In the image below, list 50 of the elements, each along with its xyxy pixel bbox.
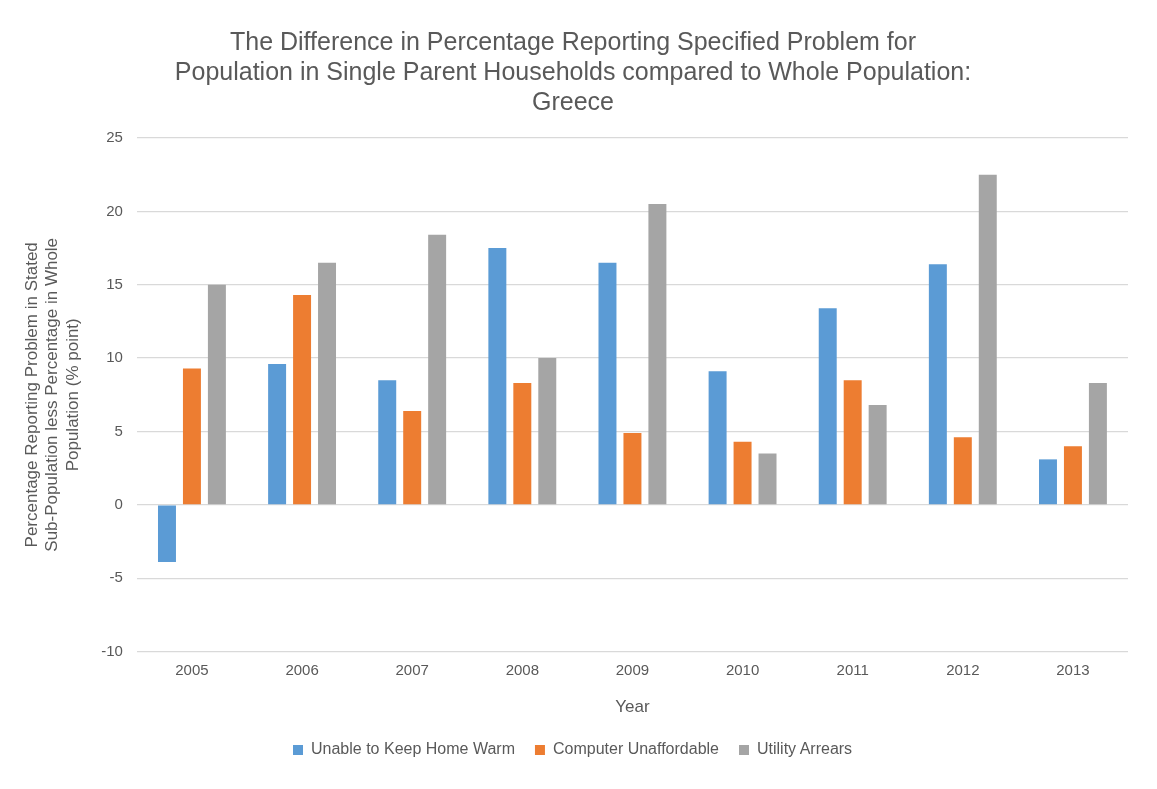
bar <box>293 295 312 505</box>
bar <box>513 383 532 505</box>
bar <box>953 437 972 505</box>
bar <box>928 264 947 505</box>
bar <box>403 410 422 505</box>
bar <box>708 371 727 505</box>
bar <box>598 262 617 505</box>
legend-label: Computer Unaffordable <box>552 740 720 758</box>
y-tick-label: -10 <box>101 641 123 659</box>
bar <box>157 505 176 563</box>
x-tick-label: 2006 <box>285 660 319 678</box>
y-tick-label: 25 <box>106 128 123 146</box>
x-tick-label: 2009 <box>615 660 650 678</box>
bar <box>978 174 997 505</box>
bar <box>1038 459 1057 505</box>
bar <box>1063 446 1082 505</box>
x-tick-label: 2010 <box>725 660 760 678</box>
bar <box>182 368 201 505</box>
bar <box>207 284 226 505</box>
x-tick-label: 2005 <box>175 660 209 678</box>
x-tick-label: 2008 <box>505 660 539 678</box>
bar <box>428 234 447 505</box>
bar <box>648 204 667 505</box>
y-tick-label: 15 <box>106 274 123 292</box>
y-tick-label: 10 <box>106 348 123 366</box>
bar <box>538 358 557 505</box>
bar <box>818 308 837 505</box>
bar <box>318 262 337 505</box>
y-tick-label: 5 <box>114 421 123 439</box>
x-tick-label: 2007 <box>395 660 429 678</box>
legend-label: Utility Arrears <box>756 740 853 758</box>
y-tick-label: 20 <box>106 201 123 219</box>
bar <box>623 432 642 505</box>
bar <box>1088 383 1107 505</box>
x-axis-title: Year <box>615 697 650 717</box>
y-tick-label: -5 <box>109 568 123 586</box>
x-tick-label: 2011 <box>836 660 869 678</box>
bar <box>868 405 887 505</box>
bar <box>378 380 397 505</box>
bar <box>268 363 287 505</box>
bar <box>733 441 752 505</box>
bar <box>758 453 777 505</box>
legend-label: Unable to Keep Home Warm <box>311 740 515 758</box>
x-tick-label: 2013 <box>1056 660 1090 678</box>
y-axis-title: Percentage Reporting Problem in Stated Sub-Population less Percentage in Whole Population (% point) <box>21 237 82 552</box>
x-tick-label: 2012 <box>946 660 980 678</box>
chart-title: The Difference in Percentage Reporting Specified Problem for Population in Single Parent Households compared to Whole Population: Greece <box>174 26 972 115</box>
bar <box>843 380 862 505</box>
y-tick-label: 0 <box>114 495 123 512</box>
bar <box>488 248 507 505</box>
